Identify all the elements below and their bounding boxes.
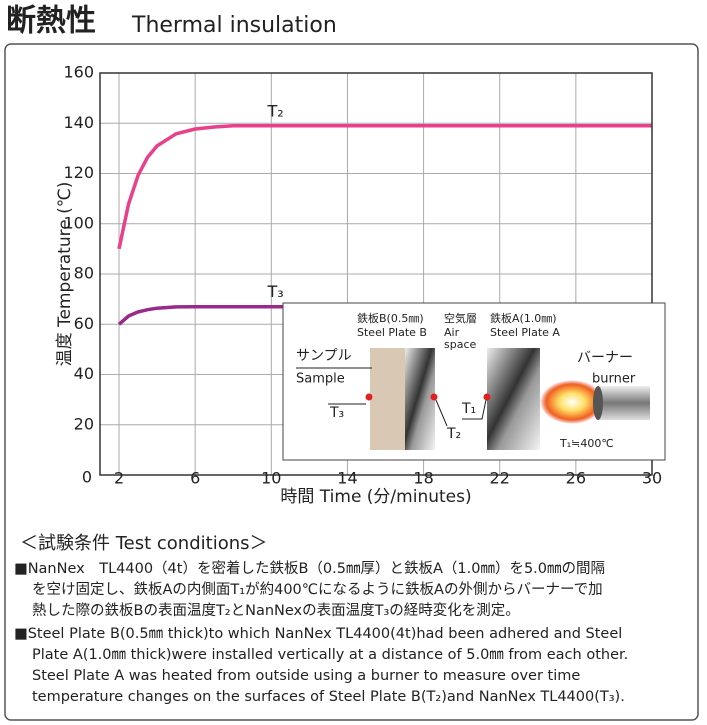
condition-line: ■NanNex TL4400（4t）を密着した鉄板B（0.5㎜厚）と鉄板A（1.… (14, 559, 605, 577)
condition-line: temperature changes on the surfaces of S… (32, 689, 625, 705)
x-tick-label: 30 (642, 469, 662, 488)
plate-a (487, 348, 540, 450)
series-label: T₂ (266, 101, 283, 120)
condition-line: Steel Plate A was heated from outside us… (32, 668, 580, 684)
inset-label: サンプル (296, 348, 352, 364)
y-tick-label: 60 (74, 314, 94, 333)
flame (540, 380, 604, 424)
inset-label: バーナー (577, 350, 633, 366)
inset-label: T₁≒400℃ (559, 437, 614, 450)
inset-label: T₁ (461, 401, 476, 417)
y-axis-label: 温度 Temperature (℃) (55, 182, 75, 367)
inset-label: T₃ (329, 405, 344, 421)
inset-label: Sample (296, 372, 345, 387)
inset-label: 空気層 (444, 311, 477, 325)
plot-border (99, 72, 653, 476)
condition-line: 熱した際の鉄板Bの表面温度T₂とNanNexの表面温度T₃の経時変化を測定。 (32, 601, 520, 619)
plate-b (405, 348, 435, 450)
inset-label: Air (444, 326, 460, 339)
y-tick-label: 140 (63, 113, 94, 132)
condition-line: Plate A(1.0㎜ thick)were installed vertic… (32, 647, 628, 663)
t2-point (430, 393, 438, 401)
x-tick-label: 6 (190, 469, 200, 488)
inset-box (282, 302, 666, 461)
conditions-heading: ＜試験条件 Test conditions＞ (20, 533, 268, 554)
conditions: ■NanNex TL4400（4t）を密着した鉄板B（0.5㎜厚）と鉄板A（1.… (14, 559, 628, 705)
x-tick-label: 22 (490, 469, 510, 488)
inset-label: burner (592, 372, 636, 387)
y-tick-label: 120 (63, 163, 94, 182)
t1-point (483, 393, 491, 401)
condition-line: を空け固定し、鉄板Aの内側面T₁が約400℃になるように鉄板Aの外側からバーナー… (32, 580, 603, 598)
y-tick-label: 100 (63, 213, 94, 232)
condition-line: ■Steel Plate B(0.5㎜ thick)to which NanNe… (14, 626, 622, 642)
inset-label: 鉄板B(0.5㎜) (357, 311, 424, 325)
x-axis-label: 時間 Time (分/minutes) (280, 487, 471, 507)
inset-label: T₂ (446, 426, 461, 442)
burner-pipe (598, 386, 650, 420)
x-tick-label: 26 (566, 469, 586, 488)
x-tick-label: 18 (413, 469, 433, 488)
x-tick-label: 14 (337, 469, 357, 488)
series-line (117, 124, 652, 250)
y-tick-label: 40 (74, 364, 94, 383)
inset-label: 鉄板A(1.0㎜) (490, 311, 557, 325)
inset-label: space (444, 338, 477, 351)
y-tick-label: 160 (63, 63, 94, 82)
inset: 鉄板B(0.5㎜) Steel Plate B 空気層 Air space 鉄板… (282, 302, 666, 461)
inset-label: Steel Plate A (490, 326, 560, 339)
y-tick-label: 80 (74, 264, 94, 283)
title-en: Thermal insulation (131, 13, 337, 38)
title-ja: 断熱性 (6, 4, 96, 39)
x-tick-label: 10 (261, 469, 281, 488)
sample-block (370, 348, 405, 450)
y-tick-label: 20 (74, 414, 94, 433)
series-label: T₃ (266, 282, 283, 301)
t3-point (365, 393, 373, 401)
y-tick-label: 0 (82, 468, 92, 487)
inset-label: Steel Plate B (357, 326, 427, 339)
burner-end (593, 386, 603, 420)
leader-lines (296, 367, 487, 427)
x-tick-label: 2 (114, 469, 124, 488)
frame (4, 43, 699, 721)
